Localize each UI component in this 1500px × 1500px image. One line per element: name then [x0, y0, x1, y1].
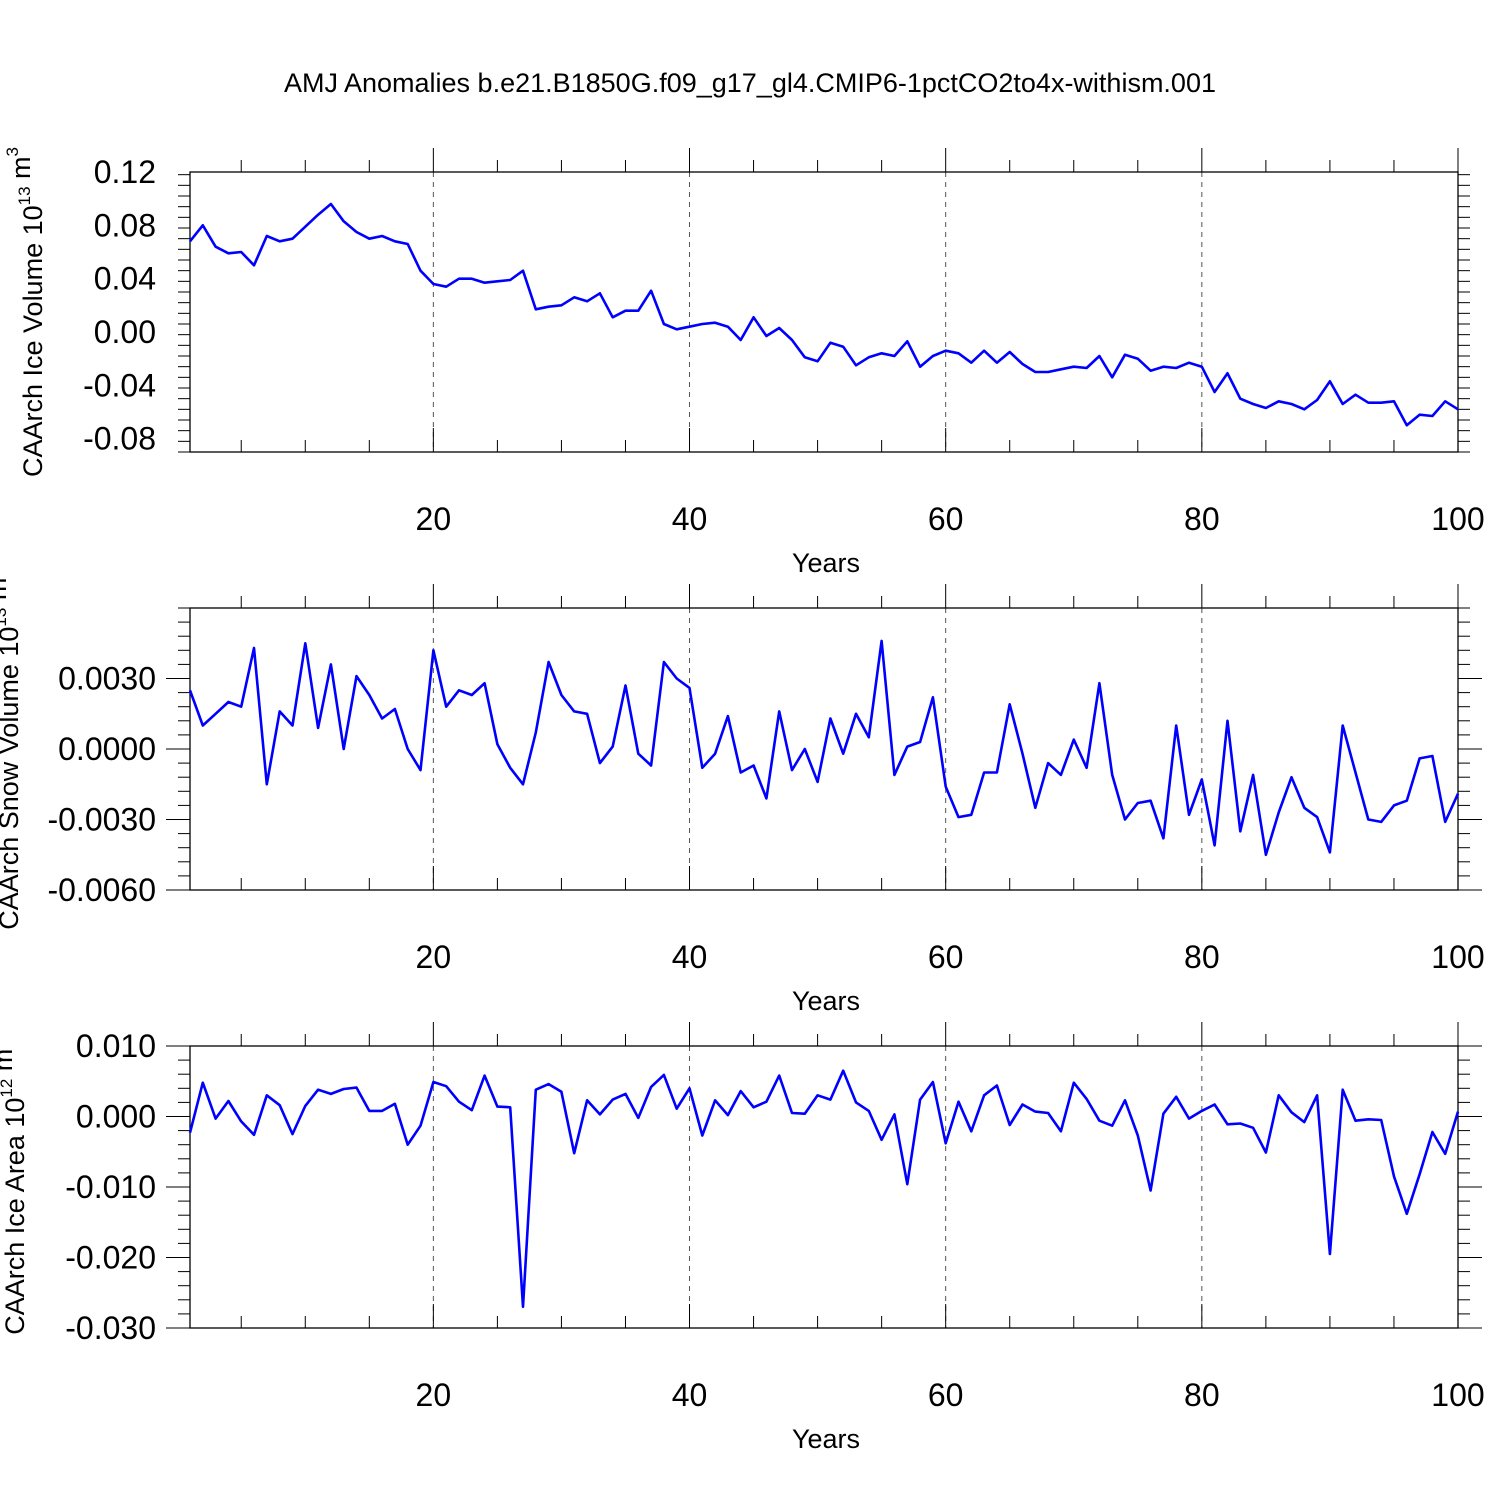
y-axis-label-exponent: 12: [0, 1079, 16, 1098]
x-tick-label: 60: [928, 501, 964, 537]
x-tick-label: 20: [416, 501, 452, 537]
y-axis-label-part: CAArch Ice Area 10: [0, 1098, 30, 1335]
y-axis-label: CAArch Ice Area 1012 m2: [0, 1039, 30, 1335]
chart-panel-2: 0.0030 0.0000 -0.0030 -0.0060 20 40 60 80 100 Yea…: [0, 568, 1485, 1016]
y-axis-label-exponent: 13: [0, 608, 10, 627]
y-tick-label: -0.020: [65, 1240, 156, 1276]
x-tick-label: 80: [1184, 501, 1220, 537]
plot-frame: [189, 171, 1459, 453]
y-tick-label: -0.030: [65, 1310, 156, 1346]
x-tick-label: 80: [1184, 1377, 1220, 1413]
chart-title: AMJ Anomalies b.e21.B1850G.f09_g17_gl4.C…: [283, 68, 1216, 98]
y-axis-label-exponent: 13: [15, 186, 34, 205]
chart-panel-3: 0.010 0.000 -0.010 -0.020 -0.030 20 40 60 80 100 Y…: [0, 1022, 1485, 1454]
x-tick-label: 40: [672, 501, 708, 537]
y-axis-label: CAArch Ice Volume 1013 m3: [3, 147, 48, 477]
y-axis-label-part: m: [0, 578, 12, 608]
y-tick-label: 0.0030: [58, 661, 156, 697]
x-axis-label: Years: [792, 1424, 860, 1454]
y-axis-label-part: CAArch Ice Volume 10: [18, 205, 48, 477]
x-tick-label: 40: [672, 939, 708, 975]
y-tick-label: 0.0000: [58, 731, 156, 767]
y-axis-label-exponent: 3: [3, 147, 22, 156]
x-tick-label: 20: [416, 1377, 452, 1413]
y-tick-label: 0.00: [94, 314, 156, 350]
y-tick-label: 0.010: [76, 1028, 156, 1064]
y-tick-label: 0.04: [94, 261, 156, 297]
y-tick-label: 0.000: [76, 1099, 156, 1135]
x-tick-label: 100: [1431, 501, 1484, 537]
x-tick-label: 100: [1431, 1377, 1484, 1413]
x-tick-label: 60: [928, 939, 964, 975]
chart-panel-1: 0.12 0.08 0.04 0.00 -0.04 -0.08 20 40 60 80 100 Yea…: [3, 147, 1485, 578]
x-axis-label: Years: [792, 548, 860, 578]
series-line: [188, 1069, 1460, 1309]
x-axis-label: Years: [792, 986, 860, 1016]
series-line: [188, 639, 1460, 857]
x-tick-label: 40: [672, 1377, 708, 1413]
y-tick-label: 0.08: [94, 207, 156, 243]
y-tick-label: -0.04: [83, 367, 156, 403]
y-tick-label: -0.0030: [47, 802, 156, 838]
plot-frame: [189, 1045, 1459, 1329]
x-tick-label: 60: [928, 1377, 964, 1413]
y-tick-label: -0.08: [83, 421, 156, 457]
y-axis-label-part: m: [6, 156, 36, 186]
x-tick-label: 100: [1431, 939, 1484, 975]
y-axis-label: CAArch Snow Volume 1013 m3: [0, 568, 24, 930]
y-tick-label: -0.010: [65, 1169, 156, 1205]
y-axis-label-part: CAArch Snow Volume 10: [0, 627, 24, 930]
x-tick-label: 20: [416, 939, 452, 975]
y-axis-label-part: m: [0, 1049, 18, 1079]
y-tick-label: 0.12: [94, 154, 156, 190]
x-tick-label: 80: [1184, 939, 1220, 975]
series-line: [188, 202, 1459, 427]
y-tick-label: -0.0060: [47, 872, 156, 908]
y-axis-label-exponent: 2: [0, 1039, 4, 1048]
